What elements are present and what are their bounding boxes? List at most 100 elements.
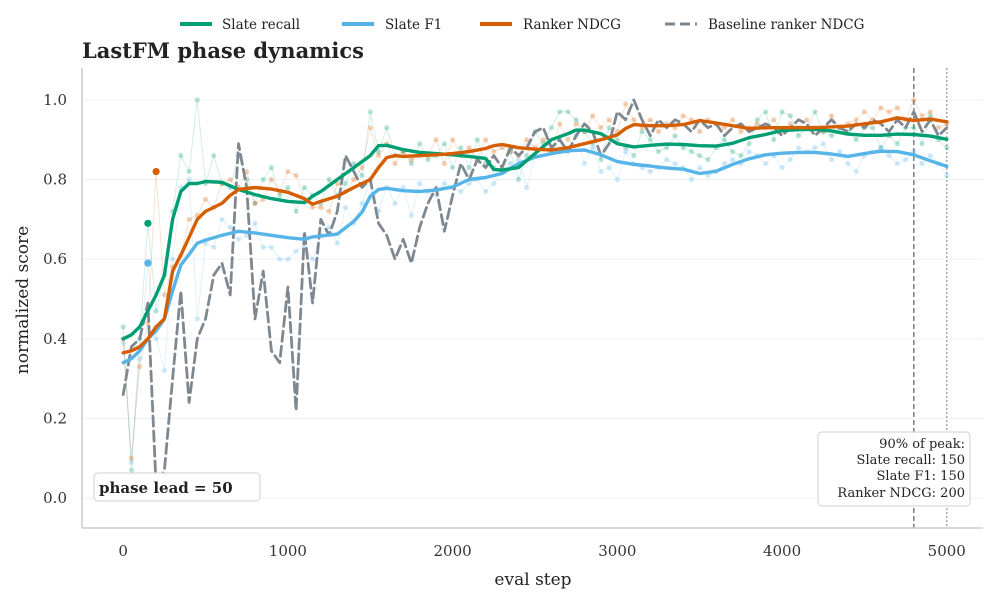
raw-point-slate-recall-39 — [441, 141, 447, 147]
raw-point-slate-recall-43 — [474, 137, 480, 143]
raw-point-slate-f1-19 — [277, 256, 283, 262]
raw-point-slate-f1-29 — [359, 200, 365, 206]
raw-point-ranker-ndcg-51 — [540, 137, 546, 143]
raw-point-ranker-ndcg-38 — [433, 137, 439, 143]
raw-point-ranker-ndcg-94 — [894, 105, 900, 111]
raw-point-slate-recall-79 — [771, 137, 777, 143]
raw-point-slate-recall-66 — [664, 145, 670, 151]
raw-point-slate-f1-57 — [590, 145, 596, 151]
raw-point-slate-recall-54 — [565, 109, 571, 115]
raw-point-ranker-ndcg-10 — [202, 196, 209, 202]
raw-point-ranker-ndcg-57 — [590, 113, 596, 119]
raw-point-slate-f1-12 — [219, 216, 225, 222]
raw-point-ranker-ndcg-65 — [655, 129, 662, 135]
raw-point-ranker-ndcg-5 — [161, 292, 167, 298]
raw-point-slate-f1-39 — [441, 180, 447, 187]
raw-point-slate-recall-75 — [738, 153, 744, 159]
raw-point-slate-recall-76 — [746, 141, 752, 147]
raw-point-ranker-ndcg-33 — [392, 161, 398, 167]
raw-point-slate-recall-36 — [417, 141, 423, 147]
raw-point-slate-recall-0 — [120, 324, 126, 330]
axes — [81, 68, 983, 529]
raw-point-slate-recall-69 — [688, 149, 695, 155]
phase-lead-box: phase lead = 50 — [93, 472, 261, 502]
raw-point-ranker-ndcg-54 — [565, 137, 571, 143]
raw-point-slate-f1-4 — [153, 336, 159, 342]
series-line-ranker-ndcg — [121, 116, 949, 355]
threshold-point-slate-f1 — [144, 259, 152, 267]
raw-point-slate-recall-25 — [326, 176, 332, 183]
raw-point-slate-f1-23 — [310, 256, 316, 262]
raw-point-slate-recall-18 — [268, 165, 274, 171]
raw-point-slate-recall-4 — [153, 308, 159, 314]
peak-box-heading: 90% of peak: — [879, 437, 965, 452]
raw-point-slate-f1-70 — [697, 165, 703, 171]
raw-point-slate-f1-16 — [252, 220, 258, 226]
peak-box-slate-f1: Slate F1: 150 — [877, 469, 965, 484]
raw-point-slate-recall-67 — [672, 133, 678, 139]
raw-point-ranker-ndcg-13 — [227, 176, 233, 183]
raw-point-slate-recall-62 — [631, 153, 637, 159]
raw-point-ranker-ndcg-74 — [730, 117, 736, 123]
raw-point-ranker-ndcg-64 — [647, 117, 653, 123]
raw-point-slate-f1-60 — [614, 176, 620, 183]
raw-point-ranker-ndcg-24 — [318, 204, 324, 210]
y-tick-label-1: 0.2 — [43, 409, 67, 427]
raw-point-slate-f1-2 — [137, 356, 143, 362]
raw-point-ranker-ndcg-77 — [754, 121, 760, 127]
series-line-slate-recall — [121, 127, 949, 341]
raw-point-ranker-ndcg-40 — [450, 137, 456, 143]
raw-point-slate-f1-48 — [515, 157, 522, 163]
raw-point-slate-f1-100 — [944, 172, 950, 179]
raw-point-ranker-ndcg-29 — [359, 165, 365, 171]
x-tick-label-0: 0 — [118, 542, 128, 560]
threshold-point-slate-recall — [144, 219, 152, 227]
raw-point-ranker-ndcg-86 — [828, 113, 835, 119]
raw-point-slate-recall-40 — [450, 165, 456, 171]
raw-point-ranker-ndcg-39 — [441, 161, 447, 167]
legend: Slate recall Slate F1 Ranker NDCG Baseli… — [180, 17, 864, 33]
raw-point-ranker-ndcg-18 — [268, 176, 274, 183]
raw-point-slate-recall-59 — [606, 125, 612, 131]
peak-box-frame — [817, 431, 971, 507]
raw-point-ranker-ndcg-83 — [804, 117, 810, 123]
raw-point-slate-f1-74 — [730, 157, 736, 163]
raw-point-slate-recall-31 — [375, 149, 382, 155]
raw-point-ranker-ndcg-96 — [911, 97, 917, 103]
raw-point-slate-f1-13 — [227, 224, 233, 230]
raw-point-ranker-ndcg-31 — [375, 153, 382, 159]
raw-point-slate-recall-81 — [787, 113, 793, 119]
raw-point-slate-f1-82 — [795, 145, 802, 151]
raw-point-slate-recall-73 — [721, 137, 728, 143]
raw-point-slate-f1-45 — [491, 180, 497, 187]
raw-point-ranker-ndcg-23 — [310, 204, 316, 210]
threshold-point-ranker-ndcg — [152, 167, 160, 176]
raw-point-slate-f1-15 — [244, 232, 250, 238]
raw-point-slate-recall-94 — [894, 141, 900, 147]
raw-point-ranker-ndcg-73 — [721, 125, 728, 131]
raw-point-slate-recall-92 — [878, 145, 884, 151]
raw-point-ranker-ndcg-62 — [631, 117, 637, 123]
raw-point-slate-f1-17 — [260, 244, 266, 250]
raw-point-slate-recall-65 — [655, 149, 662, 155]
raw-point-slate-f1-14 — [235, 236, 242, 242]
raw-point-slate-f1-84 — [812, 145, 818, 151]
raw-point-slate-f1-94 — [894, 161, 900, 167]
raw-point-slate-f1-11 — [211, 244, 217, 250]
raw-point-slate-recall-89 — [853, 137, 859, 143]
raw-point-slate-recall-82 — [795, 133, 802, 139]
raw-point-ranker-ndcg-79 — [771, 117, 777, 123]
raw-point-ranker-ndcg-15 — [244, 168, 250, 175]
raw-point-slate-f1-87 — [837, 149, 843, 155]
raw-point-slate-f1-27 — [342, 204, 349, 210]
raw-point-slate-f1-58 — [598, 168, 604, 175]
raw-point-slate-recall-52 — [548, 125, 555, 131]
raw-point-ranker-ndcg-68 — [680, 113, 686, 119]
y-tick-label-4: 0.8 — [43, 171, 67, 189]
raw-point-ranker-ndcg-2 — [137, 364, 143, 370]
x-tick-label-1: 1000 — [269, 542, 307, 560]
raw-point-slate-f1-93 — [886, 153, 892, 159]
legend-label-slate-recall: Slate recall — [222, 17, 300, 33]
raw-point-slate-recall-80 — [779, 109, 785, 115]
